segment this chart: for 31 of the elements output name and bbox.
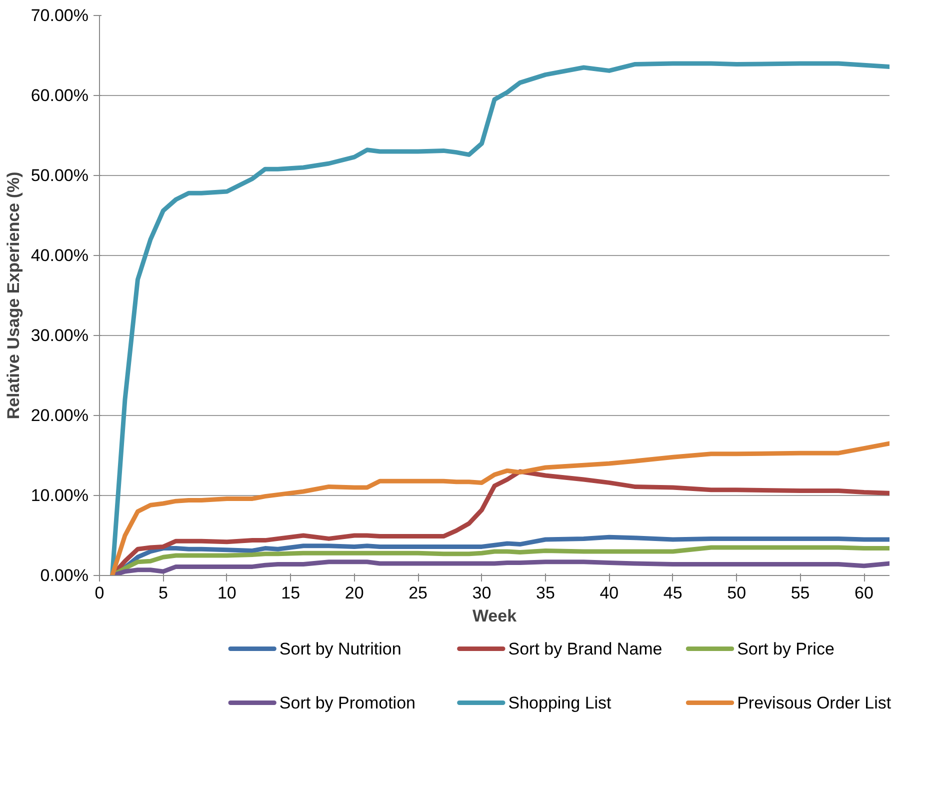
x-tick-label: 55 <box>790 584 810 602</box>
x-tick-label: 15 <box>281 584 300 602</box>
y-axis-title: Relative Usage Experience (%) <box>4 172 23 420</box>
line-series <box>110 441 890 576</box>
y-tick-label: 20.00% <box>30 406 89 425</box>
legend-label: Previsous Order List <box>737 693 892 712</box>
x-tick-label: 25 <box>408 584 428 602</box>
x-tick-label: 45 <box>663 584 682 602</box>
x-tick-label: 20 <box>344 584 364 602</box>
x-tick-label: 0 <box>94 584 104 602</box>
y-tick-label: 60.00% <box>30 86 89 105</box>
legend-label: Sort by Promotion <box>279 693 416 712</box>
y-tick-label: 40.00% <box>30 246 89 265</box>
x-tick-label: 50 <box>727 584 746 602</box>
x-tick-label: 5 <box>158 584 168 602</box>
y-tick-label: 10.00% <box>30 486 89 505</box>
y-tick-label: 0.00% <box>40 566 88 585</box>
legend-label: Sort by Brand Name <box>508 639 662 658</box>
x-tick-label: 10 <box>217 584 236 602</box>
x-axis-title: Week <box>472 606 518 626</box>
y-tick-label: 50.00% <box>30 166 89 185</box>
x-tick-label: 30 <box>472 584 492 602</box>
x-tick-label: 60 <box>854 584 874 602</box>
y-tick-label: 30.00% <box>30 326 89 345</box>
legend-label: Shopping List <box>508 693 612 712</box>
legend-label: Sort by Price <box>737 639 834 658</box>
y-tick-label: 70.00% <box>30 6 89 25</box>
legend-label: Sort by Nutrition <box>279 639 402 658</box>
x-tick-label: 40 <box>600 584 619 602</box>
x-tick-label: 35 <box>536 584 555 602</box>
line-series <box>110 61 890 576</box>
